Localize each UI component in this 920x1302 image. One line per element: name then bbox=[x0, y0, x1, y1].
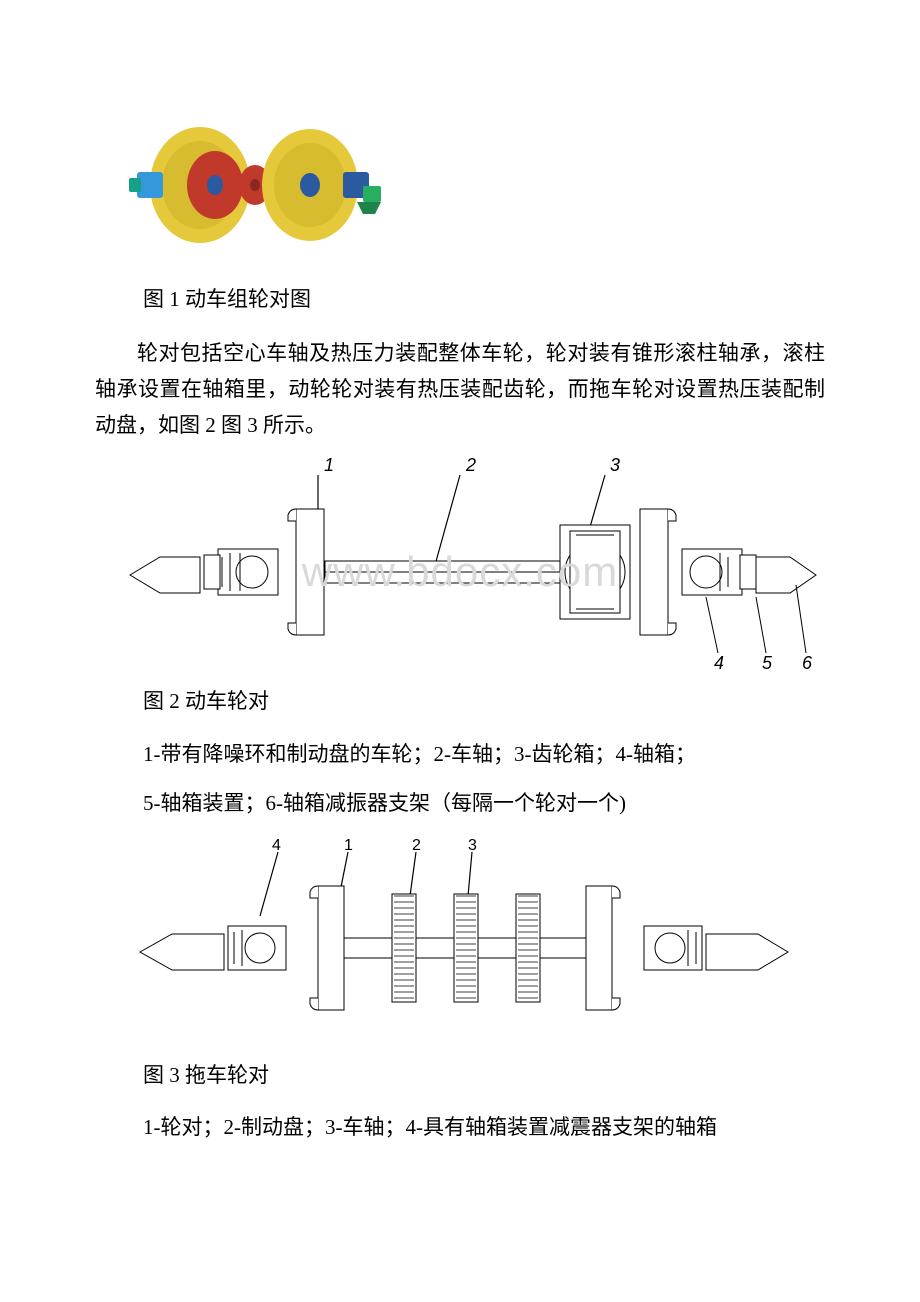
figure-1: 图 1 动车组轮对图 bbox=[95, 90, 825, 317]
figure-2: 1 2 3 4 5 6 www.bdocx.com 图 2 动车轮对 1-带有降… bbox=[95, 457, 825, 822]
figure-1-image bbox=[105, 90, 385, 275]
fig2-label-4: 4 bbox=[714, 653, 724, 673]
figure-1-caption: 图 1 动车组轮对图 bbox=[143, 283, 825, 317]
document-page: 图 1 动车组轮对图 轮对包括空心车轴及热压力装配整体车轮，轮对装有锥形滚柱轴承… bbox=[0, 0, 920, 1220]
figure-3: 4 1 2 3 图 3 拖车轮对 1-轮对；2-制动盘；3-车轴；4-具有轴箱装… bbox=[95, 836, 825, 1146]
fig2-label-3: 3 bbox=[610, 457, 620, 475]
fig2-label-1: 1 bbox=[324, 457, 334, 475]
figure-3-legend: 1-轮对；2-制动盘；3-车轴；4-具有轴箱装置减震器支架的轴箱 bbox=[143, 1110, 825, 1146]
figure-2-image: 1 2 3 4 5 6 www.bdocx.com bbox=[100, 457, 820, 677]
figure-3-caption: 图 3 拖车轮对 bbox=[143, 1059, 825, 1093]
figure-2-legend-2: 5-轴箱装置；6-轴箱减振器支架（每隔一个轮对一个) bbox=[143, 786, 825, 822]
figure-3-image: 4 1 2 3 bbox=[100, 836, 820, 1051]
fig3-label-3: 3 bbox=[468, 837, 477, 854]
fig3-label-4: 4 bbox=[272, 837, 281, 854]
fig2-label-6: 6 bbox=[802, 653, 813, 673]
fig2-label-2: 2 bbox=[465, 457, 476, 475]
fig2-label-5: 5 bbox=[762, 653, 773, 673]
fig3-label-1: 1 bbox=[344, 837, 353, 854]
fig3-label-2: 2 bbox=[412, 837, 421, 854]
paragraph-1: 轮对包括空心车轴及热压力装配整体车轮，轮对装有锥形滚柱轴承，滚柱轴承设置在轴箱里… bbox=[95, 335, 825, 443]
figure-2-caption: 图 2 动车轮对 bbox=[143, 685, 825, 719]
figure-2-legend-1: 1-带有降噪环和制动盘的车轮；2-车轴；3-齿轮箱；4-轴箱； bbox=[143, 737, 825, 773]
